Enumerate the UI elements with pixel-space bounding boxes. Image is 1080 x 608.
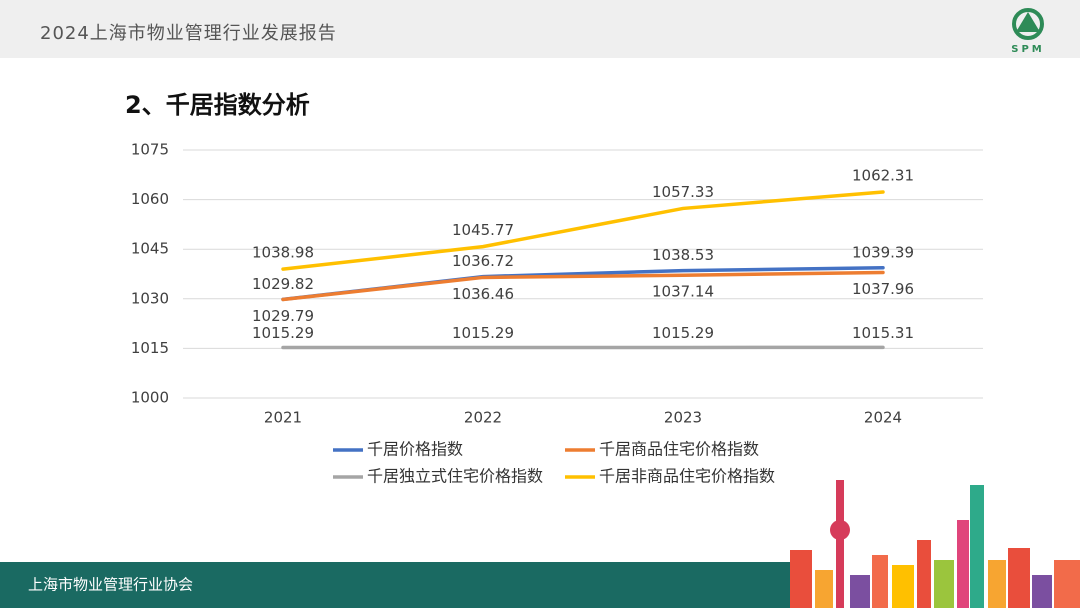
y-tick-label: 1045 xyxy=(131,240,169,258)
skyline xyxy=(790,480,1080,608)
data-label: 1037.14 xyxy=(652,283,714,301)
series-line xyxy=(281,190,885,271)
data-label: 1045.77 xyxy=(452,221,514,239)
data-label: 1015.29 xyxy=(652,324,714,342)
data-label: 1036.72 xyxy=(452,252,514,270)
data-label: 1015.29 xyxy=(452,324,514,342)
y-tick-label: 1030 xyxy=(131,289,169,307)
x-tick-label: 2024 xyxy=(864,409,902,427)
x-tick-label: 2022 xyxy=(464,409,502,427)
x-tick-label: 2021 xyxy=(264,409,302,427)
data-label: 1039.39 xyxy=(852,243,914,261)
footer-text: 上海市物业管理行业协会 xyxy=(28,576,193,594)
logo: SPM xyxy=(1011,8,1044,55)
data-label: 1029.79 xyxy=(252,307,314,325)
data-label: 1015.29 xyxy=(252,324,314,342)
x-tick-label: 2023 xyxy=(664,409,702,427)
y-tick-label: 1060 xyxy=(131,190,169,208)
header-title: 2024上海市物业管理行业发展报告 xyxy=(40,23,337,44)
legend-label: 千居独立式住宅价格指数 xyxy=(367,467,543,486)
header-bar xyxy=(0,0,1080,58)
data-label: 1036.46 xyxy=(452,285,514,303)
data-label: 1038.98 xyxy=(252,244,314,262)
y-tick-label: 1075 xyxy=(131,141,169,159)
data-label: 1038.53 xyxy=(652,246,714,264)
legend-label: 千居价格指数 xyxy=(367,440,463,459)
data-label: 1062.31 xyxy=(852,166,914,184)
y-tick-label: 1000 xyxy=(131,389,169,407)
legend-label: 千居商品住宅价格指数 xyxy=(599,440,759,459)
data-label: 1015.31 xyxy=(852,324,914,342)
series-line xyxy=(281,270,885,302)
data-label: 1029.82 xyxy=(252,275,314,293)
section-title: 2、千居指数分析 xyxy=(125,91,310,119)
legend-label: 千居非商品住宅价格指数 xyxy=(599,467,775,486)
data-label: 1037.96 xyxy=(852,280,914,298)
data-label: 1057.33 xyxy=(652,183,714,201)
logo-text: SPM xyxy=(1011,44,1044,55)
footer-bar xyxy=(0,562,790,608)
y-tick-label: 1015 xyxy=(131,339,169,357)
